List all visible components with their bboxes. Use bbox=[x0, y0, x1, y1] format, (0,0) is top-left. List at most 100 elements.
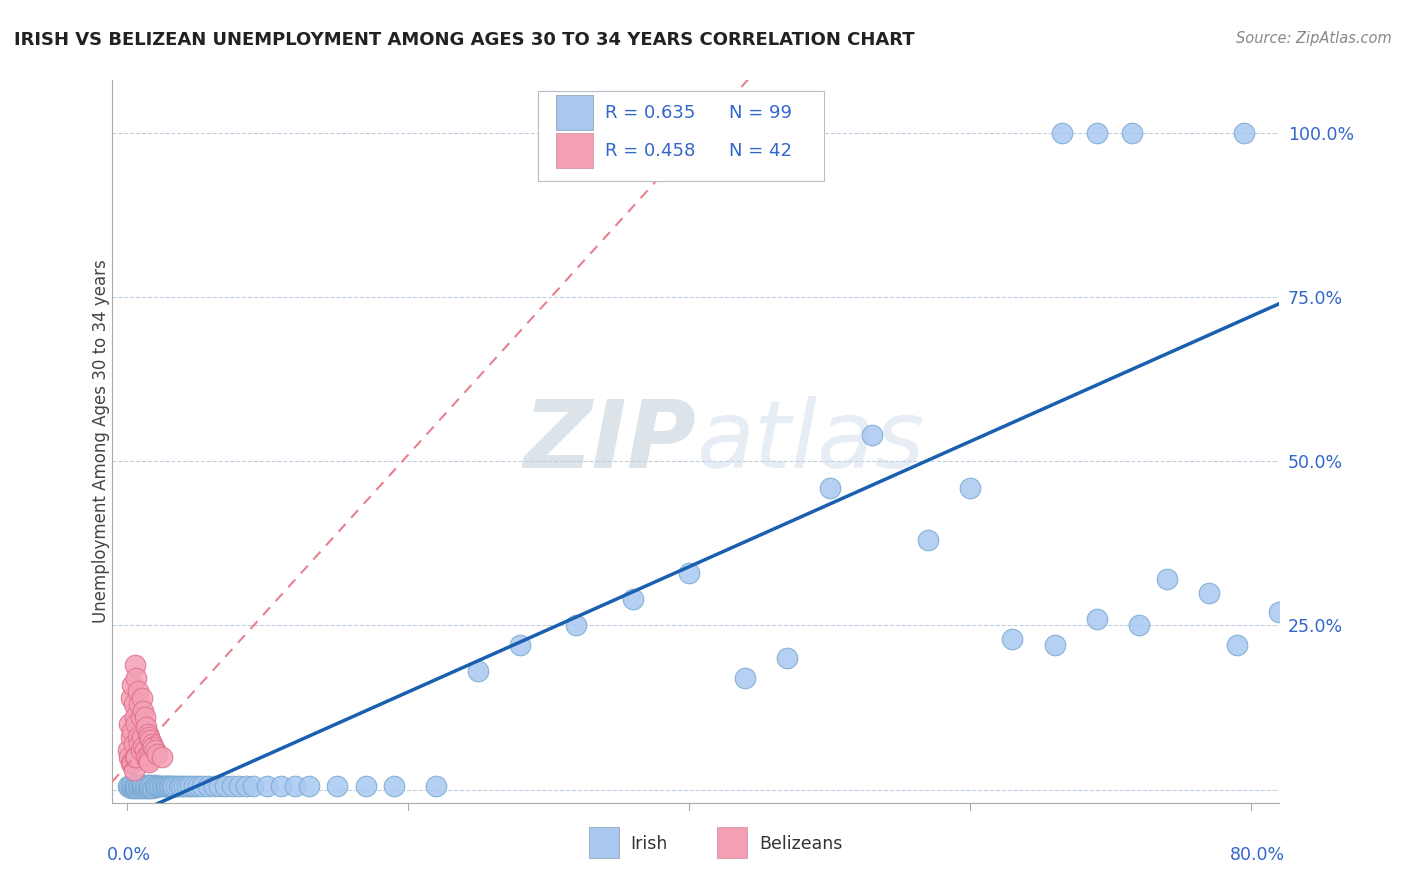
Point bbox=[152, 780, 174, 794]
Point bbox=[125, 671, 148, 685]
Point bbox=[138, 755, 160, 769]
Point bbox=[141, 778, 163, 792]
Point bbox=[467, 665, 489, 679]
Point bbox=[135, 749, 157, 764]
Point bbox=[160, 780, 183, 794]
FancyBboxPatch shape bbox=[717, 827, 748, 858]
Point bbox=[142, 780, 165, 795]
Point bbox=[256, 780, 278, 794]
Point bbox=[125, 717, 148, 731]
Point bbox=[1226, 638, 1249, 652]
Point bbox=[197, 780, 219, 794]
Point bbox=[678, 566, 700, 580]
Point bbox=[132, 704, 155, 718]
Text: N = 99: N = 99 bbox=[728, 103, 792, 122]
Point bbox=[118, 717, 141, 731]
Point bbox=[1268, 605, 1291, 619]
Point bbox=[131, 730, 153, 744]
Point bbox=[134, 743, 156, 757]
Point bbox=[187, 780, 209, 794]
Point bbox=[228, 780, 250, 794]
Point bbox=[143, 780, 166, 794]
Point bbox=[621, 592, 644, 607]
Point bbox=[136, 727, 159, 741]
Point bbox=[425, 780, 447, 794]
Point bbox=[170, 780, 193, 794]
Point bbox=[135, 778, 157, 792]
Point bbox=[121, 780, 143, 794]
Point bbox=[120, 730, 142, 744]
Point bbox=[959, 481, 981, 495]
Point bbox=[165, 780, 187, 794]
Point bbox=[125, 749, 148, 764]
Point bbox=[120, 690, 142, 705]
Point bbox=[159, 780, 181, 794]
Point bbox=[127, 730, 149, 744]
Point bbox=[860, 428, 883, 442]
Point bbox=[1001, 632, 1024, 646]
Point bbox=[120, 780, 142, 795]
Point bbox=[214, 780, 236, 794]
Point bbox=[129, 710, 152, 724]
Point bbox=[132, 739, 155, 754]
Point bbox=[125, 780, 148, 795]
Point bbox=[134, 779, 156, 793]
Point bbox=[153, 780, 176, 794]
Point bbox=[148, 780, 170, 794]
Point bbox=[141, 737, 163, 751]
Point bbox=[127, 684, 149, 698]
Point bbox=[734, 671, 756, 685]
Point bbox=[117, 743, 139, 757]
Point bbox=[208, 780, 231, 794]
Point bbox=[1156, 573, 1178, 587]
Point bbox=[270, 780, 292, 794]
Point bbox=[202, 780, 225, 794]
Point bbox=[124, 780, 146, 794]
Point bbox=[142, 739, 165, 754]
Point bbox=[128, 698, 150, 712]
Point bbox=[132, 778, 155, 792]
Point bbox=[173, 780, 195, 794]
Point bbox=[150, 749, 173, 764]
Point bbox=[157, 780, 180, 794]
Point bbox=[235, 780, 257, 794]
Point bbox=[917, 533, 939, 547]
Point bbox=[146, 780, 169, 794]
FancyBboxPatch shape bbox=[555, 133, 593, 169]
Point bbox=[135, 780, 157, 794]
Point bbox=[1324, 126, 1347, 140]
Point bbox=[122, 763, 145, 777]
Text: Belizeans: Belizeans bbox=[759, 835, 842, 853]
Text: IRISH VS BELIZEAN UNEMPLOYMENT AMONG AGES 30 TO 34 YEARS CORRELATION CHART: IRISH VS BELIZEAN UNEMPLOYMENT AMONG AGE… bbox=[14, 31, 915, 49]
Point bbox=[131, 690, 153, 705]
Point bbox=[776, 651, 799, 665]
Point bbox=[136, 779, 159, 793]
Text: R = 0.458: R = 0.458 bbox=[605, 142, 696, 160]
Point bbox=[1121, 126, 1143, 140]
Point bbox=[326, 780, 349, 794]
Point bbox=[120, 756, 142, 771]
Point bbox=[176, 780, 198, 794]
Point bbox=[242, 780, 264, 794]
Text: R = 0.635: R = 0.635 bbox=[605, 103, 696, 122]
Point bbox=[129, 743, 152, 757]
Point bbox=[118, 780, 141, 794]
Point bbox=[191, 780, 214, 794]
Point bbox=[127, 778, 149, 792]
Point bbox=[162, 780, 184, 794]
Point bbox=[124, 710, 146, 724]
Text: 80.0%: 80.0% bbox=[1230, 847, 1285, 864]
Point bbox=[122, 780, 145, 795]
Point bbox=[125, 779, 148, 793]
Point bbox=[136, 780, 159, 795]
Point bbox=[121, 778, 143, 792]
Point bbox=[1198, 585, 1220, 599]
Point bbox=[122, 698, 145, 712]
Point bbox=[1353, 625, 1375, 640]
Point bbox=[1085, 126, 1108, 140]
Point bbox=[143, 778, 166, 792]
Point bbox=[150, 780, 173, 794]
Point bbox=[284, 780, 307, 794]
Point bbox=[127, 780, 149, 794]
Point bbox=[136, 753, 159, 767]
